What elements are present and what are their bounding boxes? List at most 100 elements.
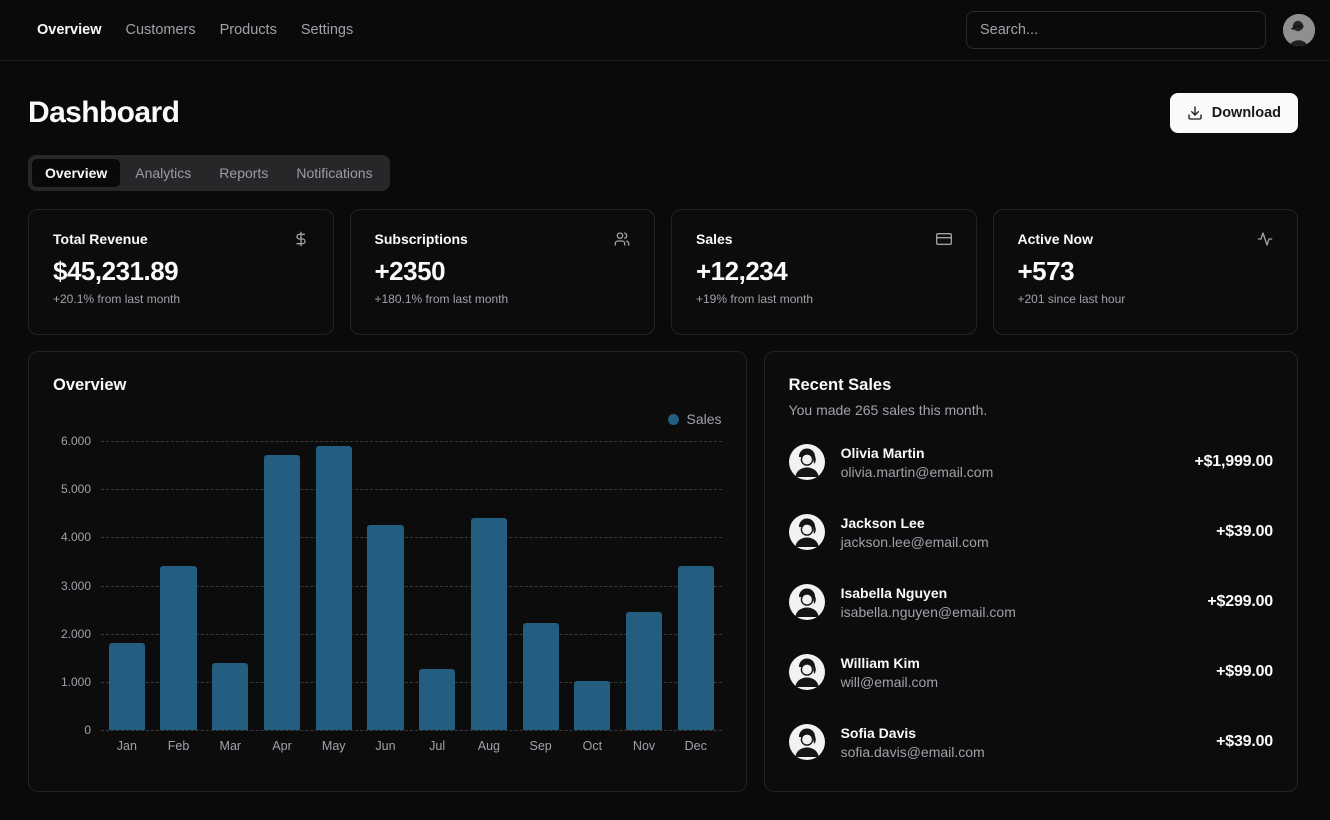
x-axis-label: Jun xyxy=(375,739,396,753)
stat-value: +12,234 xyxy=(696,256,788,286)
gridline xyxy=(101,730,722,731)
y-axis-label: 1.000 xyxy=(60,674,91,689)
download-button-label: Download xyxy=(1211,105,1281,121)
recent-sale-row: Sofia Davis sofia.davis@email.com +$39.00 xyxy=(788,724,1273,760)
stat-card-subscriptions: Subscriptions +2350 +180.1% from last mo… xyxy=(349,209,655,335)
dollar-sign-icon xyxy=(293,231,309,247)
gridline xyxy=(101,585,722,587)
chart-bar xyxy=(625,612,663,730)
stat-value: $45,231.89 xyxy=(53,256,179,286)
gridline xyxy=(101,681,722,683)
stat-change: +19% from last month xyxy=(696,292,814,306)
chart-title: Overview xyxy=(53,376,127,394)
x-axis-label: Feb xyxy=(167,739,190,753)
recent-sale-row: Isabella Nguyen isabella.nguyen@email.com… xyxy=(788,584,1273,620)
sale-amount: +$39.00 xyxy=(1216,733,1273,750)
download-icon xyxy=(1188,106,1202,120)
x-axis-label: Jan xyxy=(116,739,137,753)
nav-item-products[interactable]: Products xyxy=(219,22,277,38)
chart-bar xyxy=(522,622,559,730)
customer-avatar xyxy=(788,654,825,690)
customer-name: William Kim xyxy=(840,654,920,671)
bar-chart: 6.000 5.000 4.000 3.000 2.000 1.000 0 xyxy=(53,434,722,737)
user-avatar[interactable] xyxy=(1283,14,1315,46)
tab-notifications[interactable]: Notifications xyxy=(283,159,385,187)
recent-sale-row: Olivia Martin olivia.martin@email.com +$1,… xyxy=(788,444,1273,480)
recent-sales-list: Olivia Martin olivia.martin@email.com +$1,… xyxy=(788,444,1273,760)
y-axis-label: 5.000 xyxy=(60,482,91,497)
top-nav: Overview Customers Products Settings xyxy=(0,0,1330,61)
chart-legend: Sales xyxy=(53,409,722,429)
download-button[interactable]: Download xyxy=(1169,93,1298,133)
x-axis: Jan Feb Mar Apr May Jun Jul Aug Sep Oct Nov Dec xyxy=(53,730,722,753)
bottom-grid: Overview Sales 6.000 5.000 4.000 3.000 2.000… xyxy=(28,351,1298,792)
y-axis-label: 6.000 xyxy=(60,434,91,448)
activity-icon xyxy=(1257,231,1273,247)
chart-bar xyxy=(470,518,507,730)
nav-item-settings[interactable]: Settings xyxy=(300,22,354,38)
y-axis-label: 4.000 xyxy=(60,530,91,545)
customer-email: will@email.com xyxy=(840,673,939,690)
chart-bar xyxy=(367,525,404,730)
stat-card-sales: Sales +12,234 +19% from last month xyxy=(671,209,977,335)
stat-title: Active Now xyxy=(1017,231,1093,247)
nav-item-customers[interactable]: Customers xyxy=(125,22,196,38)
stat-card-active-now: Active Now +573 +201 since last hour xyxy=(992,209,1298,335)
customer-name: Jackson Lee xyxy=(840,514,925,531)
plot-area xyxy=(101,441,722,731)
stats-grid: Total Revenue $45,231.89 +20.1% from las… xyxy=(28,209,1298,335)
x-axis-label: Apr xyxy=(272,739,292,753)
customer-avatar xyxy=(788,584,825,620)
stat-title: Sales xyxy=(696,231,733,247)
x-axis-label: Jul xyxy=(429,739,446,753)
users-icon xyxy=(614,231,630,247)
recent-sale-row: Jackson Lee jackson.lee@email.com +$39.00 xyxy=(788,514,1273,550)
legend-dot-icon xyxy=(667,413,679,425)
tab-reports[interactable]: Reports xyxy=(206,159,281,187)
nav-right xyxy=(966,11,1315,49)
customer-name: Olivia Martin xyxy=(840,444,925,461)
stat-card-total-revenue: Total Revenue $45,231.89 +20.1% from las… xyxy=(28,209,334,335)
gridline xyxy=(101,441,722,442)
stat-title: Total Revenue xyxy=(53,231,148,247)
x-axis-label: May xyxy=(321,739,346,753)
customer-name: Sofia Davis xyxy=(840,724,917,741)
page-title: Dashboard xyxy=(28,96,180,129)
stat-change: +201 since last hour xyxy=(1017,292,1126,306)
chart-bar xyxy=(160,566,197,730)
customer-email: jackson.lee@email.com xyxy=(840,533,989,550)
main-nav: Overview Customers Products Settings xyxy=(37,22,353,38)
tab-overview[interactable]: Overview xyxy=(32,159,121,187)
user-avatar-image xyxy=(1283,14,1315,46)
gridline xyxy=(101,489,722,491)
dashboard-tabs: Overview Analytics Reports Notifications xyxy=(28,155,390,191)
customer-email: olivia.martin@email.com xyxy=(840,463,994,480)
chart-bar xyxy=(108,643,145,730)
chart-bar xyxy=(677,566,714,730)
stat-value: +2350 xyxy=(374,256,446,286)
stat-change: +20.1% from last month xyxy=(53,292,181,306)
x-axis-label: Dec xyxy=(684,739,707,753)
customer-avatar xyxy=(788,514,825,550)
recent-sales-subtitle: You made 265 sales this month. xyxy=(788,402,988,418)
recent-sale-row: William Kim will@email.com +$99.00 xyxy=(788,654,1273,690)
stat-title: Subscriptions xyxy=(374,231,468,247)
chart-bar xyxy=(212,662,249,730)
x-axis-label: Nov xyxy=(632,739,656,753)
chart-bar xyxy=(263,455,301,730)
customer-avatar xyxy=(788,724,825,760)
search-input[interactable] xyxy=(966,11,1266,49)
sale-amount: +$1,999.00 xyxy=(1194,453,1273,470)
customer-avatar xyxy=(788,444,825,480)
stat-value: +573 xyxy=(1017,256,1075,286)
x-axis-label: Oct xyxy=(582,739,603,753)
x-axis-label: Mar xyxy=(219,739,242,753)
customer-name: Isabella Nguyen xyxy=(840,584,948,601)
tab-analytics[interactable]: Analytics xyxy=(122,159,204,187)
stat-change: +180.1% from last month xyxy=(374,292,509,306)
recent-sales-title: Recent Sales xyxy=(788,376,892,394)
y-axis: 6.000 5.000 4.000 3.000 2.000 1.000 0 xyxy=(53,434,101,737)
x-axis-label: Aug xyxy=(477,739,501,753)
nav-item-overview[interactable]: Overview xyxy=(37,22,102,38)
x-axis-label: Sep xyxy=(529,739,552,753)
